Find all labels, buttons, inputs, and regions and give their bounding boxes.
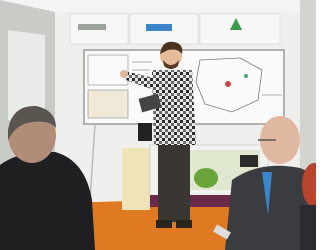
- page: [0, 0, 316, 250]
- top-panels: [70, 14, 280, 44]
- photo-scene: [0, 0, 316, 250]
